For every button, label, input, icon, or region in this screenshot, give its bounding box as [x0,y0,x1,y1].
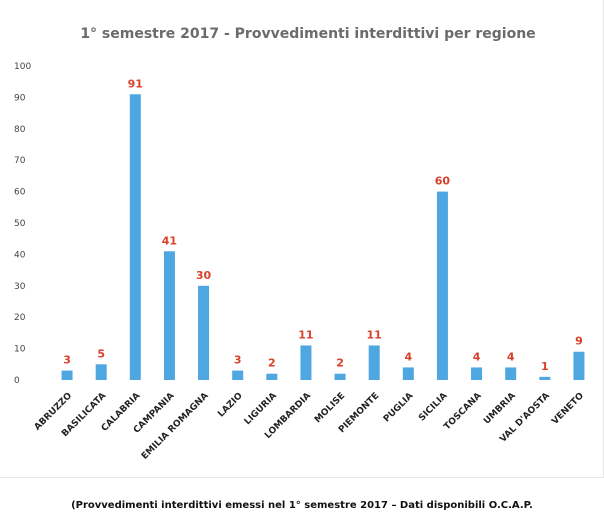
data-label: 2 [336,357,344,370]
y-tick-label: 80 [14,125,26,135]
data-label: 4 [507,350,515,363]
data-label: 41 [162,234,177,247]
y-axis: 0 10 20 30 40 50 60 70 80 90 100 [14,62,31,386]
y-tick-label: 0 [14,376,20,386]
bars [61,94,585,380]
y-tick-label: 70 [14,156,26,166]
y-tick-label: 40 [14,250,26,260]
bar [573,351,585,380]
y-tick-label: 10 [14,345,26,355]
bar [505,367,517,380]
data-label: 60 [435,175,451,188]
y-tick-label: 90 [14,93,26,103]
bar-chart: 1° semestre 2017 - Provvedimenti interdi… [14,26,587,462]
y-tick-label: 100 [14,62,31,72]
data-label: 2 [268,357,276,370]
x-tick-label: LIGURIA [243,391,279,427]
x-tick-label: VENETO [550,391,586,427]
data-label: 91 [128,77,143,90]
data-label: 11 [367,328,382,341]
x-tick-label: SICILIA [417,391,449,423]
data-label: 5 [97,347,105,360]
x-tick-label: MOLISE [313,391,347,425]
bar [471,367,483,380]
x-tick-label: PUGLIA [382,391,415,424]
x-tick-label: EMILIA ROMAGNA [140,391,211,462]
y-tick-label: 20 [14,313,26,323]
bar [368,345,380,380]
bar [232,370,244,380]
bar [163,251,175,380]
bar [266,373,278,380]
bar [300,345,312,380]
data-label: 30 [196,269,212,282]
data-label: 3 [234,354,242,367]
data-label: 1 [541,360,549,373]
y-tick-label: 30 [14,282,26,292]
data-label: 3 [63,354,71,367]
x-tick-label: UMBRIA [482,391,518,427]
data-label: 4 [473,350,481,363]
data-label: 9 [575,335,583,348]
x-axis: ABRUZZOBASILICATACALABRIACAMPANIAEMILIA … [33,391,587,462]
data-label: 4 [404,350,412,363]
chart-title: 1° semestre 2017 - Provvedimenti interdi… [80,26,535,42]
bar [436,191,448,380]
bar [402,367,414,380]
source-caption: (Provvedimenti interdittivi emessi nel 1… [71,500,533,511]
data-label: 11 [298,328,313,341]
bar [95,364,107,380]
x-tick-label: LAZIO [216,391,245,420]
bar [198,285,210,380]
bar [61,370,73,380]
y-tick-label: 50 [14,219,26,229]
bar [539,376,551,380]
bar [129,94,141,380]
bar [334,373,346,380]
y-tick-label: 60 [14,188,26,198]
